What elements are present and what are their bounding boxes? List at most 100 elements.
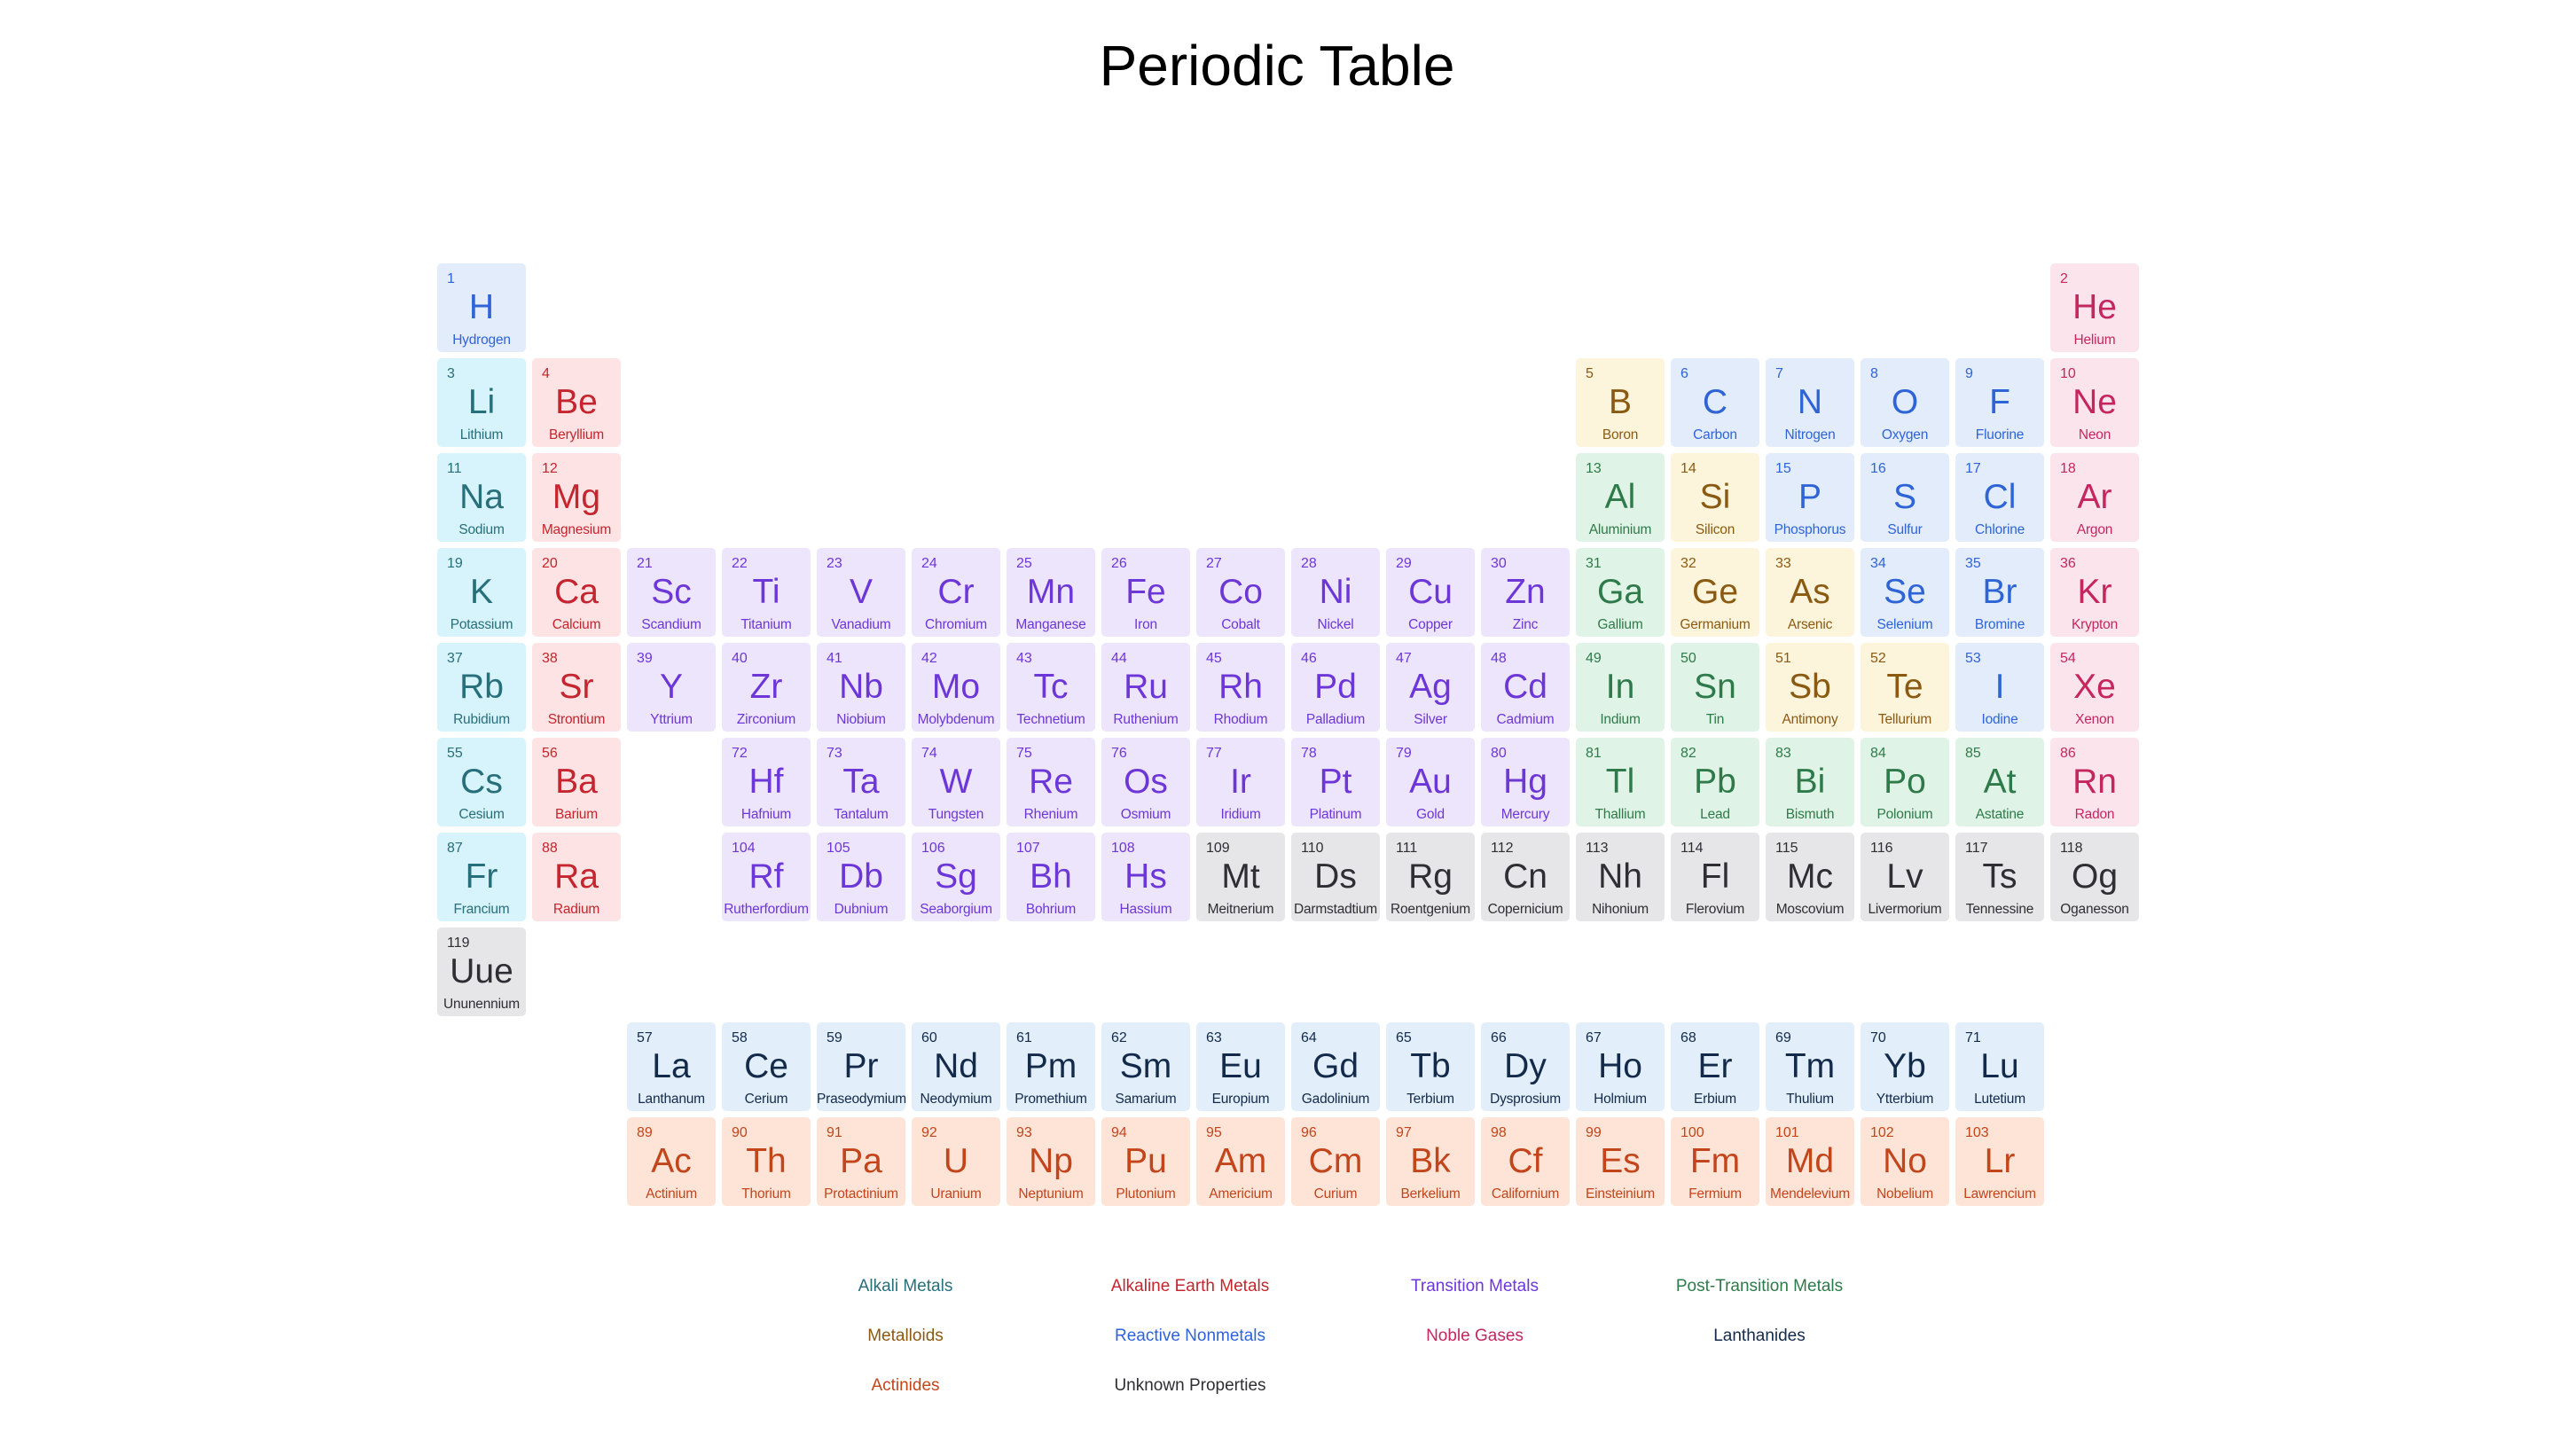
- element-cell-am[interactable]: 95 Am Americium: [1196, 1117, 1285, 1206]
- element-cell-rb[interactable]: 37 Rb Rubidium: [437, 643, 526, 732]
- element-cell-og[interactable]: 118 Og Oganesson: [2050, 833, 2139, 921]
- element-cell-ba[interactable]: 56 Ba Barium: [532, 738, 621, 826]
- element-cell-sg[interactable]: 106 Sg Seaborgium: [912, 833, 1000, 921]
- element-cell-sm[interactable]: 62 Sm Samarium: [1101, 1022, 1190, 1111]
- element-cell-w[interactable]: 74 W Tungsten: [912, 738, 1000, 826]
- element-cell-nh[interactable]: 113 Nh Nihonium: [1576, 833, 1665, 921]
- legend-item-alkali[interactable]: Alkali Metals: [858, 1277, 953, 1296]
- element-cell-uue[interactable]: 119 Uue Ununennium: [437, 928, 526, 1016]
- element-cell-xe[interactable]: 54 Xe Xenon: [2050, 643, 2139, 732]
- element-cell-cs[interactable]: 55 Cs Cesium: [437, 738, 526, 826]
- element-cell-mc[interactable]: 115 Mc Moscovium: [1766, 833, 1854, 921]
- element-cell-pm[interactable]: 61 Pm Promethium: [1007, 1022, 1095, 1111]
- legend-item-post[interactable]: Post-Transition Metals: [1675, 1277, 1844, 1296]
- element-cell-bk[interactable]: 97 Bk Berkelium: [1386, 1117, 1475, 1206]
- legend-item-alkaline[interactable]: Alkaline Earth Metals: [1110, 1277, 1270, 1296]
- element-cell-nd[interactable]: 60 Nd Neodymium: [912, 1022, 1000, 1111]
- element-cell-lv[interactable]: 116 Lv Livermorium: [1861, 833, 1949, 921]
- element-cell-al[interactable]: 13 Al Aluminium: [1576, 453, 1665, 542]
- element-cell-cd[interactable]: 48 Cd Cadmium: [1481, 643, 1570, 732]
- element-cell-fm[interactable]: 100 Fm Fermium: [1671, 1117, 1759, 1206]
- element-cell-u[interactable]: 92 U Uranium: [912, 1117, 1000, 1206]
- element-cell-te[interactable]: 52 Te Tellurium: [1861, 643, 1949, 732]
- element-cell-as[interactable]: 33 As Arsenic: [1766, 548, 1854, 637]
- element-cell-rh[interactable]: 45 Rh Rhodium: [1196, 643, 1285, 732]
- element-cell-nb[interactable]: 41 Nb Niobium: [817, 643, 905, 732]
- legend-item-noble[interactable]: Noble Gases: [1426, 1327, 1524, 1345]
- element-cell-s[interactable]: 16 S Sulfur: [1861, 453, 1949, 542]
- element-cell-db[interactable]: 105 Db Dubnium: [817, 833, 905, 921]
- element-cell-re[interactable]: 75 Re Rhenium: [1007, 738, 1095, 826]
- element-cell-fr[interactable]: 87 Fr Francium: [437, 833, 526, 921]
- element-cell-zn[interactable]: 30 Zn Zinc: [1481, 548, 1570, 637]
- element-cell-n[interactable]: 7 N Nitrogen: [1766, 358, 1854, 447]
- element-cell-ir[interactable]: 77 Ir Iridium: [1196, 738, 1285, 826]
- element-cell-cf[interactable]: 98 Cf Californium: [1481, 1117, 1570, 1206]
- element-cell-no[interactable]: 102 No Nobelium: [1861, 1117, 1949, 1206]
- element-cell-li[interactable]: 3 Li Lithium: [437, 358, 526, 447]
- element-cell-c[interactable]: 6 C Carbon: [1671, 358, 1759, 447]
- element-cell-br[interactable]: 35 Br Bromine: [1955, 548, 2044, 637]
- element-cell-cm[interactable]: 96 Cm Curium: [1291, 1117, 1380, 1206]
- element-cell-sr[interactable]: 38 Sr Strontium: [532, 643, 621, 732]
- element-cell-h[interactable]: 1 H Hydrogen: [437, 263, 526, 352]
- element-cell-th[interactable]: 90 Th Thorium: [722, 1117, 811, 1206]
- element-cell-ca[interactable]: 20 Ca Calcium: [532, 548, 621, 637]
- legend-item-actinide[interactable]: Actinides: [871, 1376, 940, 1395]
- element-cell-po[interactable]: 84 Po Polonium: [1861, 738, 1949, 826]
- element-cell-lr[interactable]: 103 Lr Lawrencium: [1955, 1117, 2044, 1206]
- element-cell-tc[interactable]: 43 Tc Technetium: [1007, 643, 1095, 732]
- element-cell-cl[interactable]: 17 Cl Chlorine: [1955, 453, 2044, 542]
- element-cell-p[interactable]: 15 P Phosphorus: [1766, 453, 1854, 542]
- element-cell-ru[interactable]: 44 Ru Ruthenium: [1101, 643, 1190, 732]
- element-cell-ar[interactable]: 18 Ar Argon: [2050, 453, 2139, 542]
- element-cell-rf[interactable]: 104 Rf Rutherfordium: [722, 833, 811, 921]
- legend-item-transition[interactable]: Transition Metals: [1411, 1277, 1539, 1296]
- element-cell-i[interactable]: 53 I Iodine: [1955, 643, 2044, 732]
- element-cell-es[interactable]: 99 Es Einsteinium: [1576, 1117, 1665, 1206]
- element-cell-gd[interactable]: 64 Gd Gadolinium: [1291, 1022, 1380, 1111]
- element-cell-pr[interactable]: 59 Pr Praseodymium: [817, 1022, 906, 1111]
- element-cell-ag[interactable]: 47 Ag Silver: [1386, 643, 1475, 732]
- element-cell-bi[interactable]: 83 Bi Bismuth: [1766, 738, 1854, 826]
- element-cell-fe[interactable]: 26 Fe Iron: [1101, 548, 1190, 637]
- element-cell-o[interactable]: 8 O Oxygen: [1861, 358, 1949, 447]
- element-cell-bh[interactable]: 107 Bh Bohrium: [1007, 833, 1095, 921]
- element-cell-na[interactable]: 11 Na Sodium: [437, 453, 526, 542]
- element-cell-b[interactable]: 5 B Boron: [1576, 358, 1665, 447]
- element-cell-zr[interactable]: 40 Zr Zirconium: [722, 643, 811, 732]
- element-cell-cr[interactable]: 24 Cr Chromium: [912, 548, 1000, 637]
- element-cell-np[interactable]: 93 Np Neptunium: [1007, 1117, 1095, 1206]
- element-cell-pa[interactable]: 91 Pa Protactinium: [817, 1117, 905, 1206]
- element-cell-au[interactable]: 79 Au Gold: [1386, 738, 1475, 826]
- element-cell-ds[interactable]: 110 Ds Darmstadtium: [1291, 833, 1380, 921]
- element-cell-pb[interactable]: 82 Pb Lead: [1671, 738, 1759, 826]
- element-cell-k[interactable]: 19 K Potassium: [437, 548, 526, 637]
- element-cell-mt[interactable]: 109 Mt Meitnerium: [1196, 833, 1285, 921]
- element-cell-cu[interactable]: 29 Cu Copper: [1386, 548, 1475, 637]
- element-cell-be[interactable]: 4 Be Beryllium: [532, 358, 621, 447]
- element-cell-yb[interactable]: 70 Yb Ytterbium: [1861, 1022, 1949, 1111]
- element-cell-ts[interactable]: 117 Ts Tennessine: [1955, 833, 2044, 921]
- element-cell-ho[interactable]: 67 Ho Holmium: [1576, 1022, 1665, 1111]
- element-cell-tm[interactable]: 69 Tm Thulium: [1766, 1022, 1854, 1111]
- element-cell-tl[interactable]: 81 Tl Thallium: [1576, 738, 1665, 826]
- element-cell-mo[interactable]: 42 Mo Molybdenum: [912, 643, 1000, 732]
- element-cell-mn[interactable]: 25 Mn Manganese: [1007, 548, 1095, 637]
- element-cell-lu[interactable]: 71 Lu Lutetium: [1955, 1022, 2044, 1111]
- element-cell-ra[interactable]: 88 Ra Radium: [532, 833, 621, 921]
- element-cell-sn[interactable]: 50 Sn Tin: [1671, 643, 1759, 732]
- element-cell-os[interactable]: 76 Os Osmium: [1101, 738, 1190, 826]
- element-cell-ac[interactable]: 89 Ac Actinium: [627, 1117, 716, 1206]
- element-cell-v[interactable]: 23 V Vanadium: [817, 548, 905, 637]
- legend-item-lanthanide[interactable]: Lanthanides: [1713, 1327, 1806, 1345]
- element-cell-hs[interactable]: 108 Hs Hassium: [1101, 833, 1190, 921]
- element-cell-rg[interactable]: 111 Rg Roentgenium: [1386, 833, 1475, 921]
- element-cell-co[interactable]: 27 Co Cobalt: [1196, 548, 1285, 637]
- element-cell-ga[interactable]: 31 Ga Gallium: [1576, 548, 1665, 637]
- legend-item-metalloid[interactable]: Metalloids: [867, 1327, 944, 1345]
- element-cell-mg[interactable]: 12 Mg Magnesium: [532, 453, 621, 542]
- element-cell-se[interactable]: 34 Se Selenium: [1861, 548, 1949, 637]
- element-cell-ti[interactable]: 22 Ti Titanium: [722, 548, 811, 637]
- element-cell-pt[interactable]: 78 Pt Platinum: [1291, 738, 1380, 826]
